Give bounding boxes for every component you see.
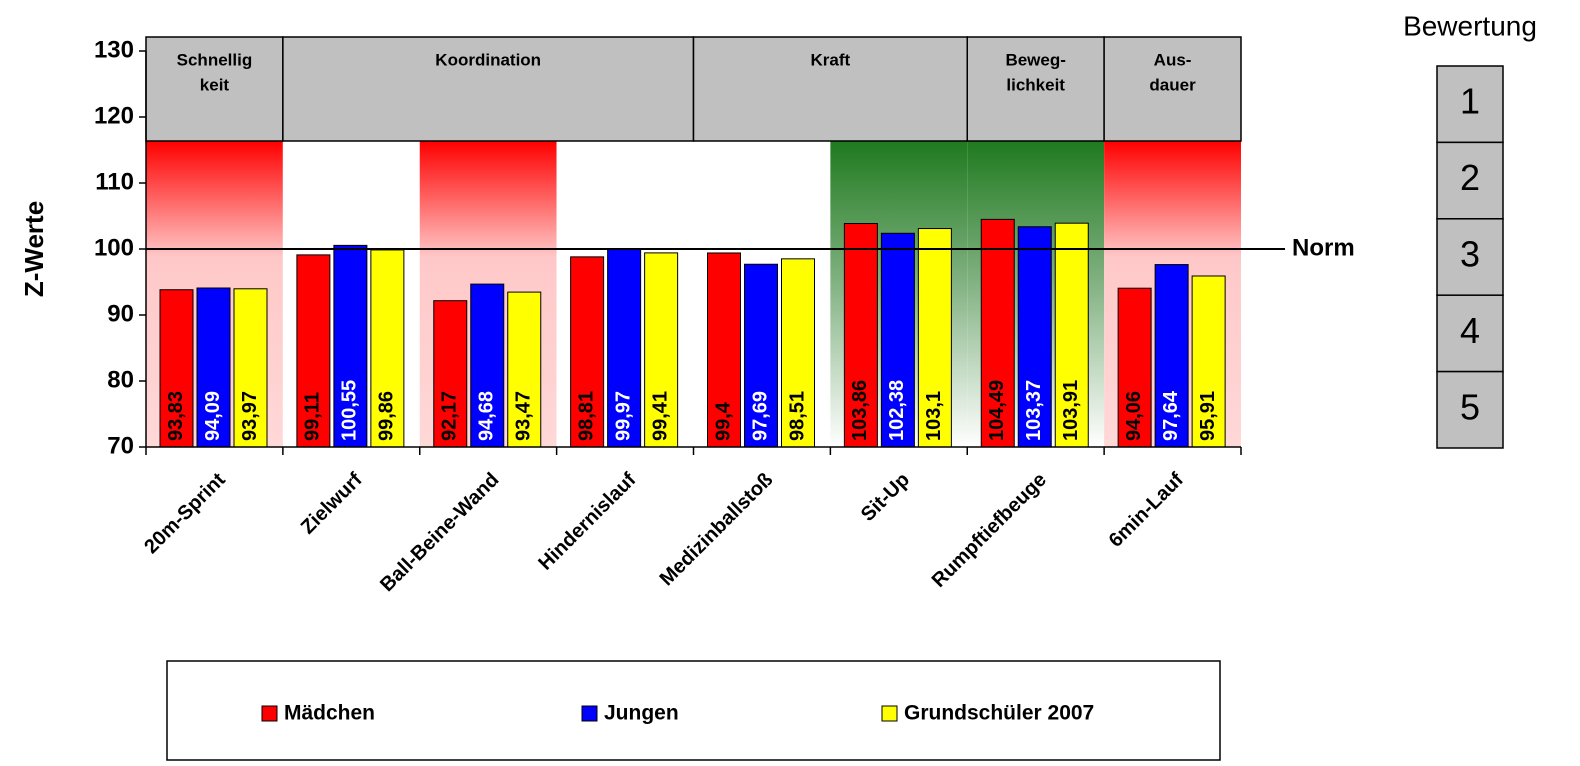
x-tick-label: Zielwurf (297, 468, 367, 538)
bar (707, 252, 741, 448)
x-tick-label: Hindernislauf (534, 468, 640, 574)
value-label: 98,81 (575, 391, 597, 441)
y-tick-label: 110 (95, 168, 134, 195)
legend-label: Mädchen (284, 702, 375, 725)
group-header (282, 36, 695, 142)
rating-label: 5 (1460, 386, 1480, 427)
value-label: 92,17 (439, 391, 461, 441)
value-label: 102,38 (886, 380, 908, 441)
bar (233, 288, 268, 448)
value-label: 104,49 (986, 380, 1008, 441)
value-label: 99,86 (376, 391, 398, 441)
rating-label: 2 (1460, 157, 1480, 198)
value-label: 95,91 (1197, 391, 1219, 441)
rating-label: 4 (1460, 310, 1480, 351)
y-tick-label: 100 (94, 234, 134, 261)
bar (917, 228, 952, 448)
x-tick-label: Medizinballstoß (656, 469, 778, 591)
bar (1117, 287, 1152, 448)
bar (1017, 226, 1052, 448)
group-label: dauer (1149, 75, 1196, 94)
x-tick-label: Ball-Beine-Wand (376, 469, 503, 596)
legend-swatch (581, 705, 598, 722)
value-label: 99,11 (302, 392, 324, 441)
value-label: 94,09 (202, 391, 224, 441)
y-tick-label: 80 (107, 366, 134, 393)
x-tick-label: Sit-Up (857, 469, 914, 526)
value-label: 99,4 (712, 401, 734, 441)
value-label: 100,55 (339, 380, 361, 441)
value-label: 99,41 (649, 391, 671, 441)
y-tick-label: 90 (107, 300, 134, 327)
value-label: 103,91 (1060, 380, 1082, 441)
group-label: Kraft (811, 50, 851, 69)
value-label: 93,47 (513, 391, 535, 441)
bar (433, 300, 468, 448)
x-tick-label: Rumpftiefbeuge (928, 469, 1051, 592)
value-label: 97,69 (749, 391, 771, 441)
group-header (692, 36, 968, 142)
value-label: 103,1 (923, 391, 945, 441)
group-label: lichkeit (1006, 75, 1065, 94)
bar (980, 218, 1015, 448)
value-label: 94,06 (1123, 391, 1145, 441)
value-label: 103,37 (1023, 380, 1045, 441)
bar (196, 287, 231, 448)
x-tick-label: 20m-Sprint (140, 468, 230, 558)
group-label: Beweg- (1005, 50, 1065, 69)
group-label: Koordination (435, 50, 541, 69)
group-label: keit (200, 75, 230, 94)
y-tick-label: 70 (107, 432, 134, 459)
norm-label: Norm (1292, 234, 1355, 261)
rating-box (1436, 141, 1504, 220)
legend-label: Grundschüler 2007 (904, 702, 1094, 725)
bar (296, 254, 331, 448)
bar (607, 248, 642, 448)
bar (159, 289, 194, 448)
group-label: Aus- (1154, 50, 1192, 69)
rating-label: 3 (1460, 234, 1480, 275)
bar (1154, 264, 1189, 448)
y-tick-label: 130 (94, 36, 134, 63)
value-label: 99,97 (612, 391, 634, 441)
group-header (145, 36, 284, 142)
legend-label: Jungen (604, 702, 679, 725)
rating-title: Bewertung (1403, 10, 1537, 41)
legend-swatch (261, 705, 278, 722)
x-tick-label: 6min-Lauf (1105, 468, 1188, 551)
bar (570, 256, 605, 448)
value-label: 97,64 (1160, 390, 1182, 441)
rating-box (1436, 65, 1504, 144)
bar (333, 244, 368, 448)
legend-box (166, 660, 1221, 761)
bar (843, 223, 878, 448)
group-header (1103, 36, 1242, 142)
legend-swatch (881, 705, 898, 722)
value-label: 93,83 (165, 391, 187, 441)
bar (370, 249, 405, 448)
bar (744, 263, 778, 448)
rating-box (1436, 370, 1504, 449)
bar (880, 232, 915, 448)
value-label: 103,86 (849, 380, 871, 441)
value-label: 98,51 (786, 391, 808, 441)
value-label: 94,68 (476, 391, 498, 441)
y-axis-title: Z-Werte (19, 201, 49, 297)
bar (1054, 222, 1089, 448)
y-tick-label: 120 (94, 102, 134, 129)
rating-label: 1 (1460, 81, 1480, 122)
value-label: 93,97 (239, 391, 261, 441)
bar (507, 291, 542, 448)
group-label: Schnellig (177, 50, 253, 69)
